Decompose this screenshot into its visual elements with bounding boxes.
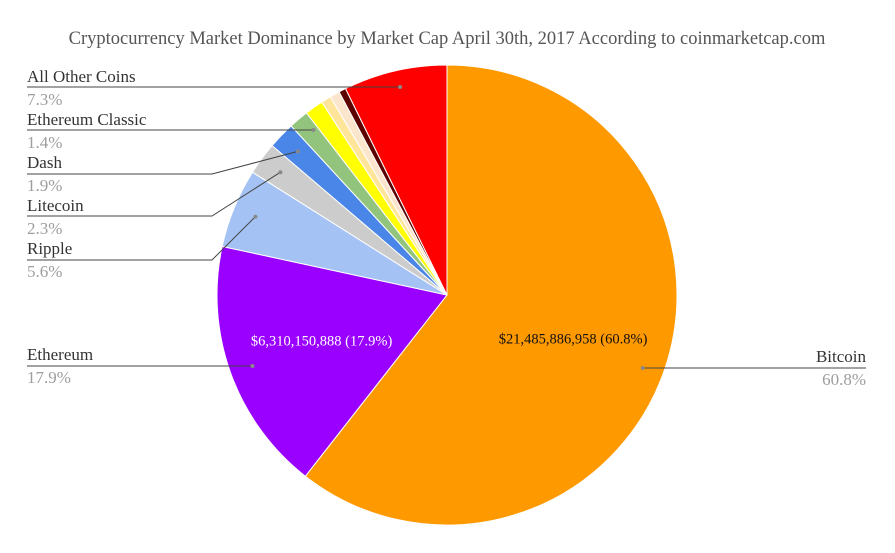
leader-dot-ripple bbox=[253, 214, 258, 219]
slice-name-label-dash: Dash bbox=[27, 153, 62, 172]
slice-percent-label-litecoin: 2.3% bbox=[27, 219, 62, 238]
slice-percent-label-bitcoin: 60.8% bbox=[822, 370, 866, 389]
pie-slice-bitcoin bbox=[304, 64, 678, 526]
leader-dot-dash bbox=[295, 149, 300, 154]
slice-percent-label-all-other-coins: 7.3% bbox=[27, 90, 62, 109]
slice-name-label-litecoin: Litecoin bbox=[27, 196, 84, 215]
leader-line-litecoin bbox=[27, 171, 281, 217]
slice-name-label-ethereum-classic: Ethereum Classic bbox=[27, 110, 147, 129]
slice-percent-label-ethereum-classic: 1.4% bbox=[27, 133, 62, 152]
slice-name-label-bitcoin: Bitcoin bbox=[816, 347, 867, 366]
slice-name-label-all-other-coins: All Other Coins bbox=[27, 67, 136, 86]
slice-percent-label-ripple: 5.6% bbox=[27, 262, 62, 281]
chart-title: Cryptocurrency Market Dominance by Marke… bbox=[69, 29, 826, 49]
pie-slice-all-other-coins bbox=[344, 64, 448, 296]
leader-lines bbox=[27, 85, 866, 370]
pie-slices bbox=[216, 64, 678, 526]
slice-labels: $21,485,886,958 (60.8%) Bitcoin 60.8% $6,31… bbox=[27, 67, 866, 389]
leader-dot-litecoin bbox=[278, 170, 283, 175]
slice-name-label-ripple: Ripple bbox=[27, 239, 72, 258]
slice-percent-label-dash: 1.9% bbox=[27, 176, 62, 195]
leader-line-dash bbox=[27, 150, 299, 175]
slice-percent-label-ethereum: 17.9% bbox=[27, 368, 71, 387]
slice-value-label-bitcoin: $21,485,886,958 (60.8%) bbox=[499, 331, 648, 347]
slice-value-label-ethereum: $6,310,150,888 (17.9%) bbox=[251, 333, 393, 349]
pie-slice-ethereum bbox=[216, 245, 448, 477]
leader-line-ripple bbox=[27, 216, 256, 261]
leader-dot-ethereum bbox=[250, 364, 255, 368]
slice-name-label-ethereum: Ethereum bbox=[27, 345, 93, 364]
leader-dot-ethereum-classic bbox=[311, 128, 316, 132]
leader-dot-bitcoin bbox=[640, 366, 645, 370]
leader-dot-all-other-coins bbox=[398, 85, 403, 89]
